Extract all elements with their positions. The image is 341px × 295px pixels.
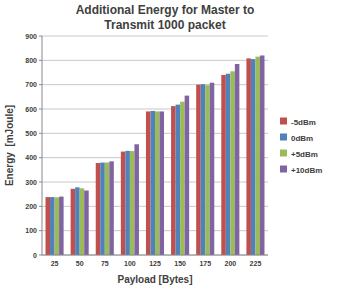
x-axis-title: Payload [Bytes]: [117, 274, 192, 285]
x-tick-label: 75: [101, 260, 109, 267]
bar: [255, 57, 260, 255]
bar: [246, 58, 251, 255]
bar: [210, 83, 215, 255]
bar: [185, 96, 190, 255]
grid-line: [42, 36, 268, 37]
x-tick-label: 100: [124, 260, 136, 267]
bar: [130, 151, 135, 255]
bar: [50, 197, 55, 255]
title-line: Additional Energy for Master to: [76, 3, 255, 17]
bar: [155, 111, 160, 255]
bar: [196, 85, 201, 255]
bar: [146, 111, 151, 255]
y-tick-label: 100: [25, 227, 37, 234]
grid-line: [42, 60, 268, 61]
legend-label: 0dBm: [291, 134, 313, 143]
x-tick-label: 225: [250, 260, 262, 267]
y-tick-label: 900: [25, 33, 37, 40]
title: Additional Energy for Master toTransmit …: [76, 3, 255, 32]
title-line: Transmit 1000 packet: [104, 18, 225, 32]
y-tick-label: 300: [25, 179, 37, 186]
bar: [226, 74, 231, 255]
bar: [105, 163, 110, 255]
x-tick-label: 25: [51, 260, 59, 267]
bar: [80, 188, 85, 255]
y-tick-label: 700: [25, 81, 37, 88]
y-tick-label: 500: [25, 130, 37, 137]
bar: [251, 59, 256, 255]
bar: [134, 144, 139, 255]
bar: [235, 64, 240, 255]
chart: Additional Energy for Master toTransmit …: [0, 0, 341, 295]
bar: [150, 111, 155, 255]
bar: [260, 55, 265, 255]
x-tick-label: 150: [174, 260, 186, 267]
bar: [180, 102, 185, 255]
y-tick-label: 400: [25, 154, 37, 161]
bar: [171, 106, 176, 255]
legend-swatch: [280, 166, 287, 173]
y-tick-label: 200: [25, 203, 37, 210]
grid-line: [42, 255, 268, 256]
bar: [46, 197, 51, 255]
bar: [59, 197, 64, 255]
x-axis: [42, 255, 268, 256]
legend-label: +10dBm: [291, 166, 322, 175]
bar: [96, 163, 101, 255]
bar: [100, 163, 105, 255]
bar: [205, 85, 210, 255]
x-tick-label: 175: [199, 260, 211, 267]
x-tick-label: 50: [76, 260, 84, 267]
legend-label: +5dBm: [291, 150, 318, 159]
bar: [160, 111, 165, 255]
bar: [109, 161, 114, 255]
x-tick-label: 200: [224, 260, 236, 267]
y-tick-label: 800: [25, 57, 37, 64]
bar: [201, 84, 206, 255]
legend-swatch: [280, 134, 287, 141]
background: [0, 0, 341, 295]
y-tick-label: 600: [25, 106, 37, 113]
x-tick-label: 125: [149, 260, 161, 267]
y-tick-label: 0: [33, 252, 37, 259]
bars: [46, 55, 265, 255]
legend-swatch: [280, 150, 287, 157]
bar: [230, 71, 235, 255]
bar: [55, 197, 60, 255]
bar: [84, 191, 89, 255]
bar: [125, 151, 130, 255]
bar: [121, 152, 126, 255]
legend-swatch: [280, 118, 287, 125]
legend-label: -5dBm: [291, 118, 316, 127]
bar: [221, 75, 226, 255]
bar: [176, 105, 181, 255]
bar: [75, 187, 80, 255]
y-axis-title: Energy [mJoule]: [4, 105, 15, 186]
bar: [71, 189, 76, 255]
y-axis: [42, 36, 43, 255]
